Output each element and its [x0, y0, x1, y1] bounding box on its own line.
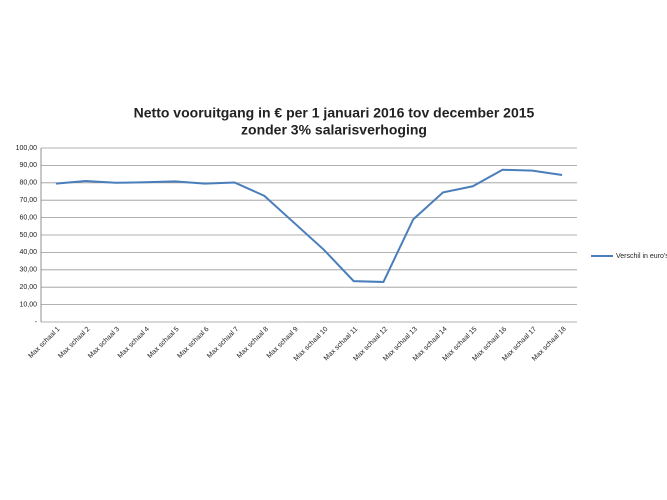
- y-tick-label: 40,00: [19, 249, 37, 256]
- y-tick-label: 70,00: [19, 197, 37, 204]
- line-series: [55, 168, 563, 283]
- y-tick-label: 50,00: [19, 232, 37, 239]
- y-tick-label: 10,00: [19, 301, 37, 308]
- chart-subtitle: zonder 3% salarisverhoging: [241, 122, 427, 138]
- y-tick-label: 30,00: [19, 267, 37, 274]
- y-tick-label: -: [35, 319, 38, 326]
- y-tick-label: 90,00: [19, 162, 37, 169]
- y-tick-label: 100,00: [16, 145, 38, 152]
- legend-label: Verschil in euro's: [616, 253, 667, 260]
- y-tick-label: 80,00: [19, 180, 37, 187]
- y-tick-label: 20,00: [19, 284, 37, 291]
- chart-title: Netto vooruitgang in € per 1 januari 201…: [134, 105, 535, 121]
- y-tick-label: 60,00: [19, 214, 37, 221]
